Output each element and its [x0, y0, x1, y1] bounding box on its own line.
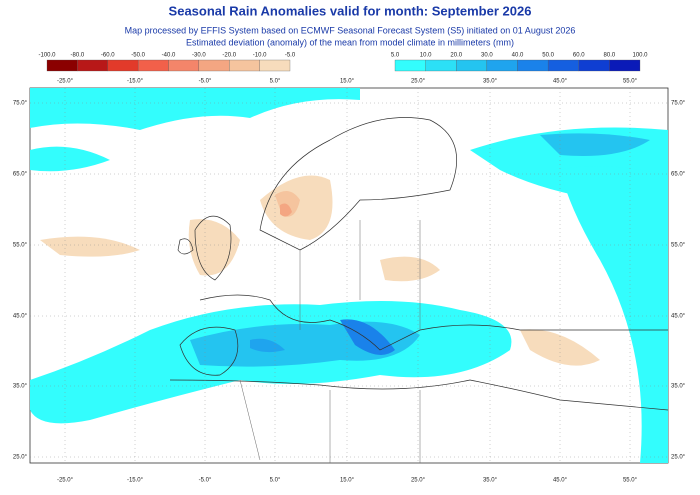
lon-label: -15.0°: [127, 478, 144, 484]
legend-label: 20.0: [450, 53, 462, 59]
lon-label: -25.0°: [57, 478, 74, 484]
lon-label: 55.0°: [623, 478, 638, 484]
map: [29, 87, 669, 464]
lat-label: 55.0°: [671, 243, 686, 249]
lat-label: 25.0°: [671, 455, 686, 461]
subtitle: Map processed by EFFIS System based on E…: [125, 25, 576, 35]
lon-label: -15.0°: [127, 79, 144, 85]
lon-label: 35.0°: [483, 478, 498, 484]
lon-label: 55.0°: [623, 79, 638, 85]
legend-swatch: [425, 59, 457, 72]
lon-label: 45.0°: [553, 478, 568, 484]
lat-label: 75.0°: [13, 101, 28, 107]
legend-label: -30.0: [192, 53, 206, 59]
legend-swatch: [198, 59, 230, 72]
lon-label: -25.0°: [57, 79, 74, 85]
lon-label: 5.0°: [270, 79, 281, 85]
legend-label: 30.0: [481, 53, 493, 59]
legend-swatch: [107, 59, 139, 72]
legend-swatch: [517, 59, 549, 72]
lon-label: 35.0°: [483, 79, 498, 85]
legend-swatch: [229, 59, 260, 72]
legend-label: -10.0: [253, 53, 267, 59]
lat-label: 45.0°: [671, 314, 686, 320]
legend-label: 5.0: [391, 53, 400, 59]
legend-label: 50.0: [542, 53, 554, 59]
lon-label: 15.0°: [340, 478, 355, 484]
legend-swatch: [456, 59, 488, 72]
legend-label: -80.0: [71, 53, 85, 59]
lat-label: 25.0°: [13, 455, 28, 461]
legend-label: 10.0: [420, 53, 432, 59]
lat-label: 45.0°: [13, 314, 28, 320]
legend-swatch: [547, 59, 579, 72]
legend-swatch: [77, 59, 108, 72]
lon-label: 5.0°: [270, 478, 281, 484]
legend-label: -50.0: [131, 53, 145, 59]
legend-swatch: [46, 59, 78, 72]
lon-label: -5.0°: [199, 478, 212, 484]
legend-label: -5.0: [285, 53, 296, 59]
legend-swatch: [394, 59, 426, 72]
lat-label: 75.0°: [671, 101, 686, 107]
legend-label: 80.0: [604, 53, 616, 59]
lat-label: 65.0°: [671, 172, 686, 178]
legend-label: 60.0: [573, 53, 585, 59]
legend-label: -20.0: [222, 53, 236, 59]
lon-label: -5.0°: [199, 79, 212, 85]
legend-swatch: [578, 59, 610, 72]
lon-label: 45.0°: [553, 79, 568, 85]
legend-label: 100.0: [632, 53, 648, 59]
legend-swatch: [259, 59, 291, 72]
lat-label: 35.0°: [671, 384, 686, 390]
lon-label: 25.0°: [411, 478, 426, 484]
legend-label: -40.0: [162, 53, 176, 59]
subtitle: Estimated deviation (anomaly) of the mea…: [186, 37, 514, 47]
lon-label: 15.0°: [340, 79, 355, 85]
legend-swatch: [486, 59, 518, 72]
legend-swatch: [137, 59, 169, 72]
legend-swatch: [609, 59, 641, 72]
lat-label: 35.0°: [13, 384, 28, 390]
lon-label: 25.0°: [411, 79, 426, 85]
legend-label: -100.0: [38, 53, 56, 59]
legend-swatch: [168, 59, 200, 72]
legend-label: 40.0: [512, 53, 524, 59]
lat-label: 65.0°: [13, 172, 28, 178]
title: Seasonal Rain Anomalies valid for month:…: [169, 3, 532, 18]
legend-label: -60.0: [101, 53, 115, 59]
lat-label: 55.0°: [13, 243, 28, 249]
